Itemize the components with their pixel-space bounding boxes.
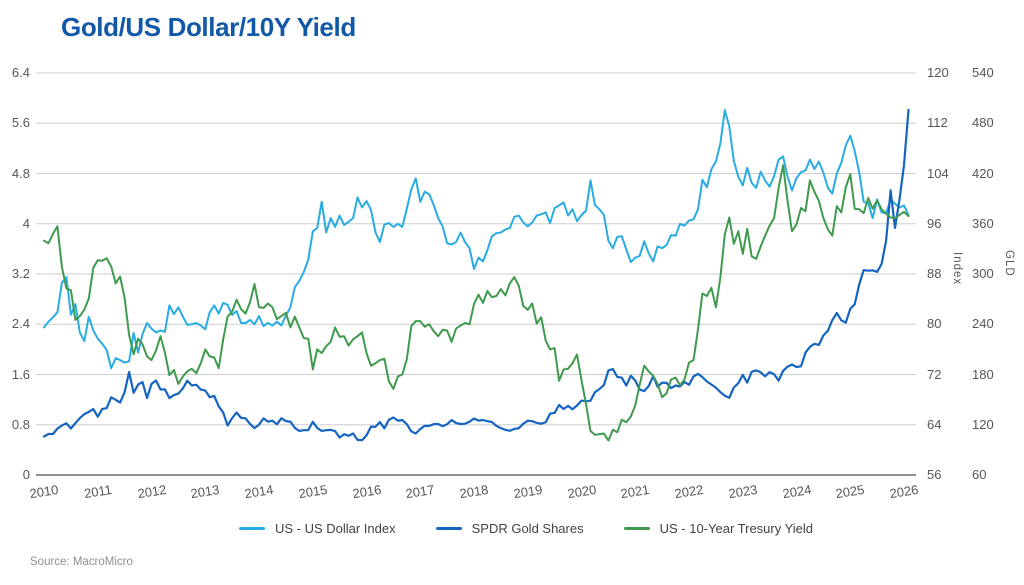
tick-label: 6.4: [11, 65, 30, 80]
gld-axis-title: GLD: [1003, 250, 1015, 277]
tick-label: 5.6: [11, 115, 30, 131]
tick-label: 480: [972, 115, 994, 131]
tick-label: 88: [927, 266, 942, 281]
tick-label: 104: [927, 165, 949, 181]
tick-label: 120: [972, 416, 994, 432]
legend-item-usd_index[interactable]: US - US Dollar Index: [238, 521, 396, 536]
series-line-usd_index: [43, 109, 910, 370]
source-label: Source: MacroMicro: [30, 556, 133, 568]
legend-swatch-icon: [238, 527, 265, 530]
tick-label: 4: [22, 215, 30, 231]
index-axis-title: Index: [951, 252, 963, 286]
series-line-treasury_yield: [43, 164, 910, 442]
tick-label: 0: [22, 467, 30, 482]
tick-label: 56: [927, 467, 942, 482]
tick-label: 80: [927, 316, 942, 332]
tick-label: 0.8: [11, 416, 30, 432]
tick-label: 180: [972, 366, 994, 382]
legend-label: US - 10-Year Tresury Yield: [659, 521, 814, 536]
tick-label: 420: [972, 165, 994, 181]
tick-label: 360: [972, 215, 994, 231]
tick-label: 3.2: [11, 266, 30, 281]
legend-item-treasury_yield[interactable]: US - 10-Year Tresury Yield: [623, 521, 814, 536]
tick-label: 112: [927, 115, 948, 131]
legend-item-gld_shares[interactable]: SPDR Gold Shares: [435, 521, 584, 536]
tick-label: 240: [972, 316, 994, 332]
tick-label: 540: [972, 65, 994, 80]
tick-label: 96: [927, 215, 942, 231]
legend-swatch-icon: [623, 527, 650, 530]
legend-label: US - US Dollar Index: [274, 521, 396, 536]
tick-label: 2.4: [11, 316, 30, 332]
tick-label: 120: [927, 65, 949, 80]
tick-label: 72: [927, 366, 942, 382]
tick-label: 300: [972, 266, 994, 281]
tick-label: 4.8: [11, 165, 30, 181]
tick-label: 64: [927, 416, 942, 432]
chart-title: Gold/US Dollar/10Y Yield: [61, 12, 356, 42]
legend-label: SPDR Gold Shares: [471, 521, 584, 536]
tick-label: 1.6: [11, 366, 30, 382]
legend-swatch-icon: [435, 527, 462, 530]
tick-label: 60: [972, 467, 987, 482]
series-line-gld_shares: [42, 108, 910, 442]
legend: US - US Dollar Index SPDR Gold Shares US -…: [0, 521, 1024, 536]
